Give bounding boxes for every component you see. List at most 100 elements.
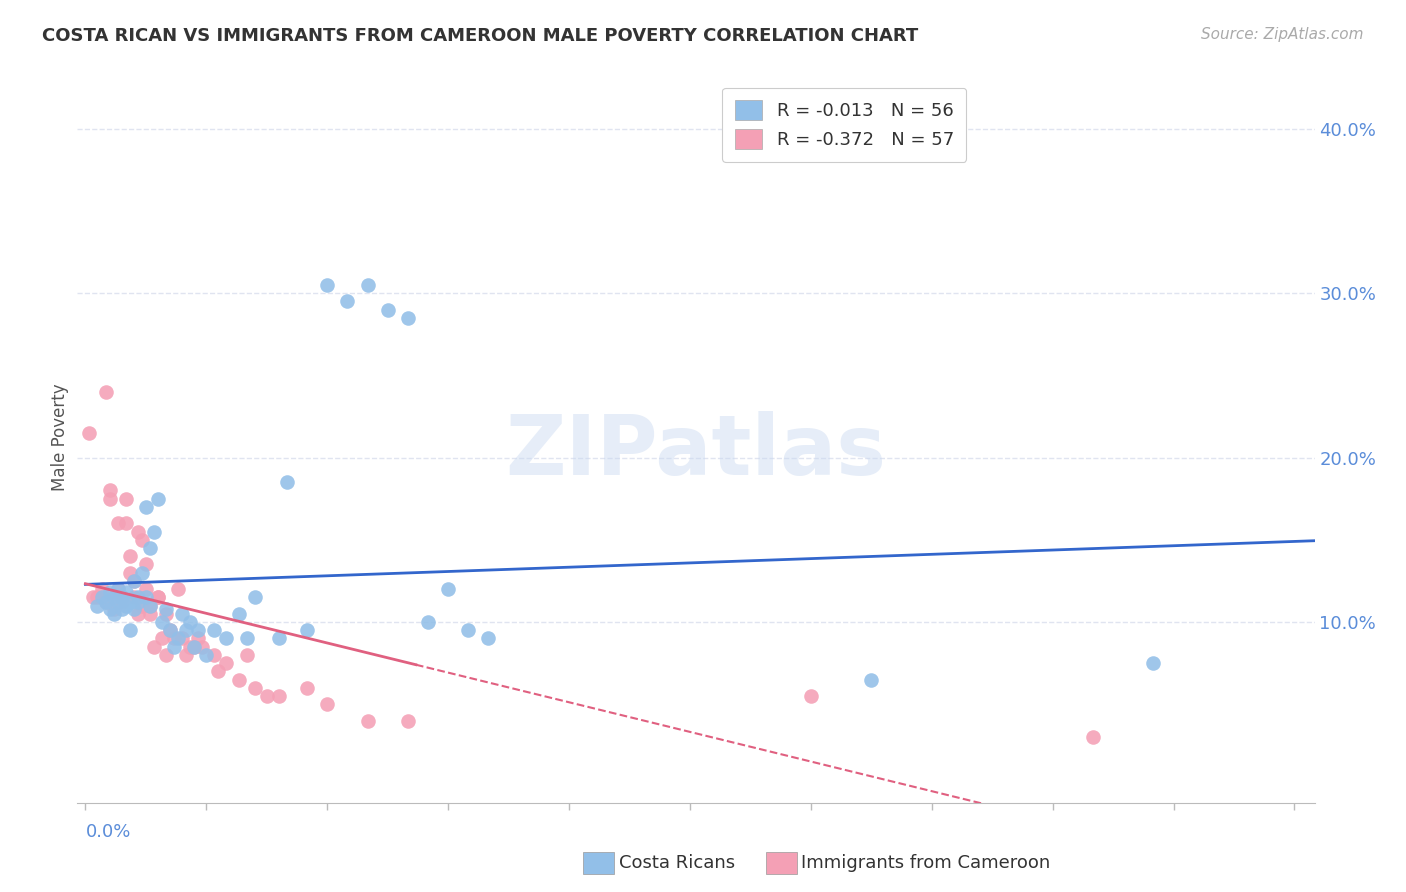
Text: Costa Ricans: Costa Ricans (619, 855, 735, 872)
Point (111, 602, 134, 616)
Point (155, 602, 177, 616)
Point (79, 425, 101, 440)
Point (267, 689, 290, 703)
Point (295, 681, 318, 695)
Point (477, 632, 499, 646)
Point (98, 483, 121, 498)
Legend: R = -0.013   N = 56, R = -0.372   N = 57: R = -0.013 N = 56, R = -0.372 N = 57 (723, 87, 966, 161)
Point (179, 640, 201, 654)
Point (191, 640, 214, 654)
Point (135, 558, 157, 572)
Point (146, 591, 169, 605)
Point (107, 582, 129, 596)
Point (139, 541, 162, 555)
Point (256, 689, 278, 703)
Point (111, 595, 134, 609)
Text: 0.0%: 0.0% (86, 823, 131, 841)
Point (127, 595, 149, 609)
Point (135, 500, 157, 514)
Point (111, 591, 134, 605)
Y-axis label: Male Poverty: Male Poverty (51, 384, 69, 491)
Point (139, 599, 162, 613)
Point (122, 591, 145, 605)
Point (107, 582, 129, 596)
Point (131, 599, 153, 613)
Point (103, 591, 125, 605)
Point (139, 599, 162, 613)
Point (267, 632, 290, 646)
Point (86, 591, 108, 605)
Point (103, 591, 125, 605)
Point (90, 591, 112, 605)
Point (150, 632, 173, 646)
Point (139, 607, 162, 621)
Point (377, 302, 399, 317)
Point (179, 615, 201, 629)
Point (118, 549, 141, 564)
Point (183, 640, 205, 654)
Point (118, 595, 141, 609)
Point (202, 624, 225, 638)
Point (1081, 730, 1104, 744)
Point (228, 673, 250, 687)
Text: ZIPatlas: ZIPatlas (506, 411, 886, 492)
Point (167, 582, 190, 596)
Point (114, 516, 136, 531)
Point (416, 615, 439, 629)
Point (295, 624, 318, 638)
Point (243, 591, 266, 605)
Point (103, 607, 125, 621)
Point (94, 595, 117, 609)
Point (195, 648, 218, 662)
Point (142, 524, 165, 539)
Point (163, 632, 186, 646)
Point (235, 648, 257, 662)
Point (800, 689, 823, 703)
Point (135, 591, 157, 605)
Point (98, 602, 121, 616)
Point (316, 278, 339, 293)
Point (336, 294, 359, 309)
Point (235, 632, 257, 646)
Point (172, 607, 194, 621)
Point (202, 648, 225, 662)
Text: Source: ZipAtlas.com: Source: ZipAtlas.com (1201, 27, 1364, 42)
Point (114, 599, 136, 613)
Point (396, 714, 419, 728)
Point (163, 640, 186, 654)
Point (228, 607, 250, 621)
Point (94, 595, 117, 609)
Point (316, 697, 339, 711)
Point (276, 475, 298, 490)
Point (356, 714, 378, 728)
Text: COSTA RICAN VS IMMIGRANTS FROM CAMEROON MALE POVERTY CORRELATION CHART: COSTA RICAN VS IMMIGRANTS FROM CAMEROON … (42, 27, 918, 45)
Point (111, 591, 134, 605)
Point (243, 681, 266, 695)
Point (86, 599, 108, 613)
Point (127, 591, 149, 605)
FancyBboxPatch shape (583, 852, 614, 874)
Point (107, 595, 129, 609)
Point (860, 673, 883, 687)
Point (122, 574, 145, 588)
Point (98, 491, 121, 506)
Point (142, 640, 165, 654)
Point (174, 624, 197, 638)
Point (1142, 656, 1164, 670)
Point (146, 491, 169, 506)
Point (215, 656, 238, 670)
Point (159, 624, 181, 638)
Point (457, 624, 479, 638)
Point (187, 624, 209, 638)
Point (159, 624, 181, 638)
Point (127, 524, 149, 539)
Point (172, 632, 194, 646)
Point (155, 607, 177, 621)
Point (207, 665, 229, 679)
FancyBboxPatch shape (766, 852, 797, 874)
Point (183, 640, 205, 654)
Point (118, 566, 141, 580)
Point (155, 648, 177, 662)
Point (150, 615, 173, 629)
Point (131, 533, 153, 547)
